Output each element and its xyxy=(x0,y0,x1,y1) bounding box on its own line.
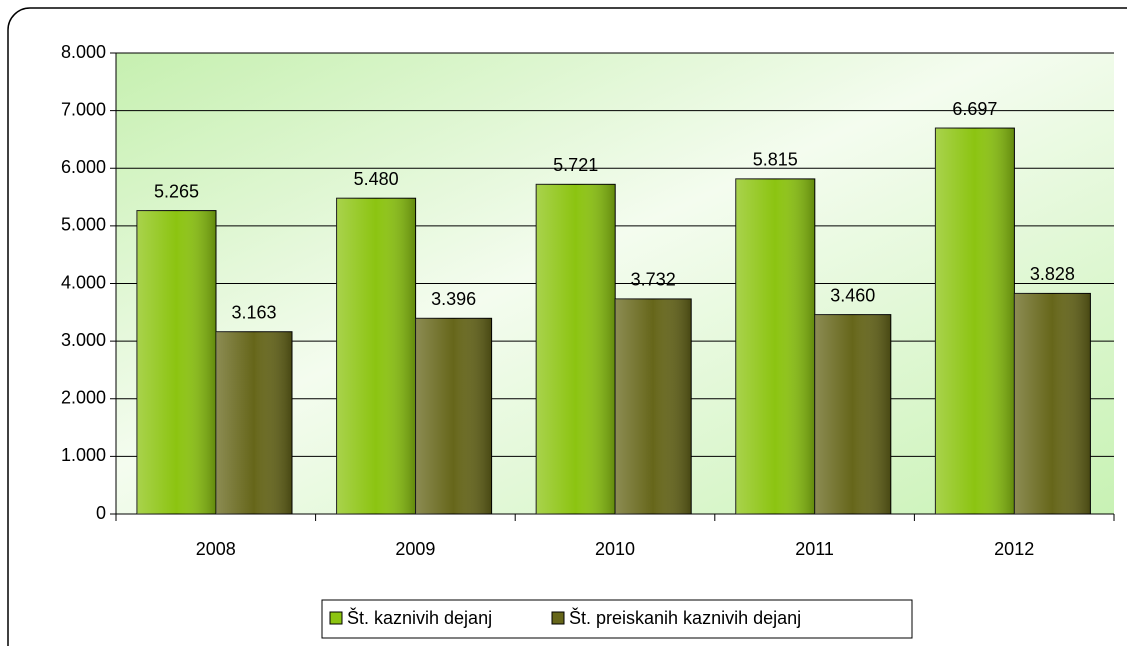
bar-shade xyxy=(536,184,616,514)
bar-shade xyxy=(814,314,891,514)
y-tick-label: 3.000 xyxy=(61,330,106,350)
value-label: 3.828 xyxy=(1030,264,1075,284)
x-tick-label: 2011 xyxy=(795,539,834,559)
value-label: 5.480 xyxy=(354,169,399,189)
y-tick-label: 5.000 xyxy=(61,215,106,235)
x-tick-label: 2012 xyxy=(994,539,1034,559)
y-tick-label: 7.000 xyxy=(61,99,106,119)
value-label: 3.460 xyxy=(830,285,875,305)
legend-label: Št. preiskanih kaznivih dejanj xyxy=(569,607,801,628)
bar-shade xyxy=(336,198,416,514)
legend-swatch xyxy=(551,611,565,625)
x-tick-label: 2008 xyxy=(196,539,236,559)
value-label: 5.815 xyxy=(753,150,798,170)
bar-shade xyxy=(415,318,492,514)
y-tick-label: 8.000 xyxy=(61,42,106,62)
legend-box xyxy=(321,599,913,639)
y-tick-label: 0 xyxy=(96,503,106,523)
value-label: 5.721 xyxy=(553,155,598,175)
bar-shade xyxy=(216,331,292,514)
bar-shade xyxy=(1014,293,1091,514)
y-tick-label: 2.000 xyxy=(61,388,106,408)
value-label: 6.697 xyxy=(952,99,997,119)
value-label: 3.163 xyxy=(231,302,276,322)
bar-shade xyxy=(615,298,692,514)
legend-swatch xyxy=(329,611,343,625)
y-tick-label: 4.000 xyxy=(61,272,106,292)
value-label: 3.732 xyxy=(631,270,676,290)
y-tick-label: 1.000 xyxy=(61,445,106,465)
x-tick-label: 2010 xyxy=(595,539,635,559)
bar-shade xyxy=(735,178,815,514)
value-label: 3.396 xyxy=(431,289,476,309)
bar-shade xyxy=(137,210,216,514)
bar-shade xyxy=(935,128,1015,514)
legend-label: Št. kaznivih dejanj xyxy=(347,607,492,628)
value-label: 5.265 xyxy=(154,181,199,201)
x-tick-label: 2009 xyxy=(395,539,435,559)
y-tick-label: 6.000 xyxy=(61,157,106,177)
